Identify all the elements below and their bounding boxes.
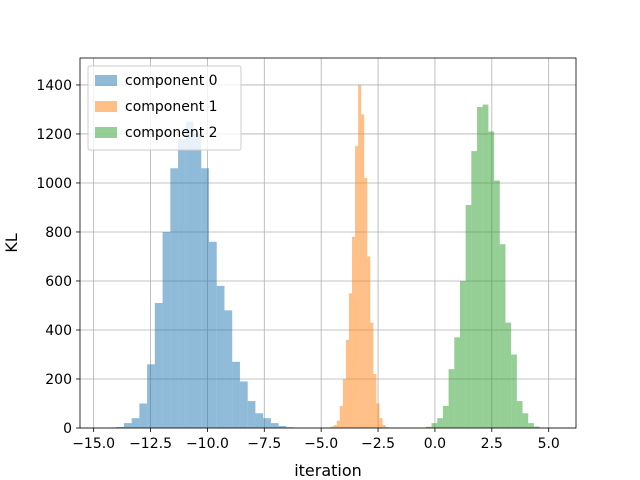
histogram-bar (178, 138, 186, 428)
histogram-bar (209, 241, 217, 428)
histogram-bar (116, 427, 124, 428)
histogram-bar (448, 369, 455, 428)
y-tick-label: 0 (63, 421, 72, 437)
histogram-bar (339, 405, 343, 428)
histogram-bar (516, 401, 523, 428)
histogram-bar (270, 423, 279, 428)
histogram-bar (505, 322, 512, 428)
histogram-bar (459, 280, 466, 428)
histogram-bar (376, 403, 380, 428)
histogram-bar (488, 131, 495, 428)
y-tick-label: 400 (45, 323, 72, 339)
histogram-bar (528, 423, 534, 428)
series-component-2 (425, 104, 540, 429)
histogram-bar (185, 121, 194, 428)
x-tick-label: −15.0 (72, 436, 115, 452)
histogram-bar (336, 420, 340, 428)
histogram-bar (471, 151, 478, 428)
histogram-bar (522, 413, 529, 428)
histogram-bar (154, 303, 163, 428)
histogram-bar (224, 310, 233, 428)
histogram-bar (364, 178, 368, 428)
y-tick-label: 800 (45, 225, 72, 241)
histogram-bar (330, 426, 334, 428)
histogram-bar (147, 364, 155, 428)
histogram-bar (345, 339, 349, 428)
histogram-bar (216, 285, 225, 428)
histogram-bar (352, 236, 356, 428)
histogram-bar (239, 381, 248, 428)
histogram-bars (108, 84, 540, 429)
histogram-bar (355, 146, 359, 428)
histogram-bar (431, 423, 438, 428)
histogram-bar (425, 426, 432, 428)
histogram-bar (263, 418, 271, 428)
x-tick-label: −7.5 (247, 436, 281, 452)
legend-swatch (95, 101, 117, 112)
histogram-bar (385, 427, 389, 428)
plot-frame (79, 57, 577, 429)
x-tick-label: 2.5 (481, 436, 503, 452)
x-tick-label: 0.0 (424, 436, 446, 452)
histogram-bar (162, 231, 171, 428)
histogram-bar (193, 133, 202, 428)
histogram-bar (139, 403, 148, 428)
histogram-bar (201, 168, 210, 429)
histogram-bar (333, 425, 337, 428)
histogram-bar (454, 337, 460, 428)
x-axis-label: iteration (294, 461, 362, 480)
histogram-bar (442, 405, 449, 428)
x-tick-label: 5.0 (538, 436, 560, 452)
y-tick-label: 1400 (36, 78, 72, 94)
x-tick-label: −5.0 (304, 436, 338, 452)
x-tick-label: −10.0 (186, 436, 229, 452)
legend-box (87, 65, 242, 151)
histogram-bar (437, 418, 443, 428)
histogram-bar (361, 114, 365, 429)
histogram-bar (499, 244, 506, 428)
histogram-bar (232, 361, 240, 428)
y-tick-label: 1200 (36, 127, 72, 143)
histogram-bar (494, 180, 500, 428)
y-tick-label: 1000 (36, 176, 72, 192)
histogram-bar (367, 256, 371, 428)
legend-label: component 0 (125, 73, 218, 89)
histogram-bar (482, 104, 489, 429)
y-axis-label: KL (2, 233, 21, 252)
histogram-bar (342, 378, 346, 428)
legend-label: component 1 (125, 99, 218, 115)
legend-swatch (95, 127, 117, 138)
histogram-bar (370, 322, 374, 428)
histogram-bar (131, 418, 140, 428)
histogram-bar (348, 293, 353, 428)
series-component-0 (108, 121, 295, 429)
histogram-bar (255, 413, 264, 428)
histogram-bar (379, 418, 383, 428)
legend-label: component 2 (125, 125, 218, 141)
series-component-1 (324, 84, 389, 429)
histogram-bar (373, 374, 377, 428)
histogram-bar (170, 168, 179, 429)
histogram-bar (247, 401, 256, 428)
histogram-bar (465, 205, 472, 428)
histogram-bar (123, 423, 132, 428)
x-tick-label: −12.5 (129, 436, 172, 452)
y-axis-ticks: 0 200 400 600 800 1000 1200 1400 (36, 78, 80, 437)
histogram-bar (358, 84, 362, 428)
histogram-bar (511, 354, 517, 428)
histogram-bar (278, 426, 287, 428)
y-tick-label: 600 (45, 274, 72, 290)
legend-swatch (95, 75, 117, 86)
x-axis-ticks: −15.0 −12.5 −10.0 −7.5 −5.0 −2.5 0.0 2.5 5.0 (72, 428, 560, 452)
y-tick-label: 200 (45, 372, 72, 388)
legend: component 0 component 1 component 2 (87, 65, 242, 151)
x-tick-label: −2.5 (361, 436, 395, 452)
histogram-bar (477, 107, 483, 428)
histogram-bar (533, 426, 540, 428)
histogram-bar (382, 425, 386, 428)
